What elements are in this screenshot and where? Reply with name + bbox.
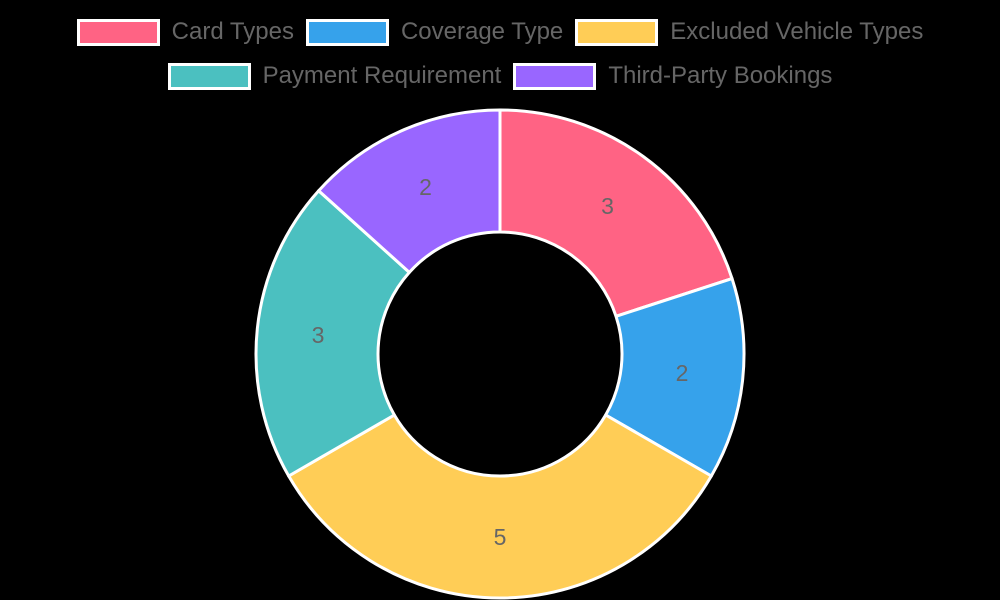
slice-value-labels: 3 2 5 3 2 xyxy=(312,174,689,550)
legend-item-excluded-vehicle-types[interactable]: Excluded Vehicle Types xyxy=(575,18,923,46)
slice-value-excluded-vehicle-types: 5 xyxy=(494,524,507,550)
legend-swatch-payment-requirement xyxy=(167,62,251,90)
slice-third-party-bookings[interactable] xyxy=(317,108,502,274)
doughnut-slices xyxy=(254,108,746,600)
legend-label-excluded-vehicle-types: Excluded Vehicle Types xyxy=(670,18,924,45)
slice-value-payment-requirement: 3 xyxy=(312,322,325,348)
legend-item-payment-requirement[interactable]: Payment Requirement xyxy=(167,62,502,90)
legend-label-third-party-bookings: Third-Party Bookings xyxy=(608,62,833,89)
legend-item-card-types[interactable]: Card Types xyxy=(76,18,294,46)
legend-label-card-types: Card Types xyxy=(171,18,294,45)
slice-value-coverage-type: 2 xyxy=(676,360,689,386)
legend-row-2: Payment Requirement Third-Party Bookings xyxy=(0,61,1000,91)
legend-item-third-party-bookings[interactable]: Third-Party Bookings xyxy=(513,62,832,90)
legend-swatch-excluded-vehicle-types xyxy=(575,18,659,46)
slice-value-card-types: 3 xyxy=(601,193,614,219)
legend-item-coverage-type[interactable]: Coverage Type xyxy=(305,18,564,46)
legend-swatch-third-party-bookings xyxy=(513,62,597,90)
legend-row-1: Card Types Coverage Type Excluded Vehicl… xyxy=(0,17,1000,47)
legend-label-coverage-type: Coverage Type xyxy=(400,18,564,45)
slice-excluded-vehicle-types[interactable] xyxy=(287,413,713,600)
legend-swatch-coverage-type xyxy=(305,18,389,46)
slice-payment-requirement[interactable] xyxy=(254,189,411,478)
slice-value-third-party-bookings: 2 xyxy=(419,174,432,200)
legend-swatch-card-types xyxy=(76,18,160,46)
legend-label-payment-requirement: Payment Requirement xyxy=(262,62,502,89)
slice-card-types[interactable] xyxy=(498,108,734,318)
